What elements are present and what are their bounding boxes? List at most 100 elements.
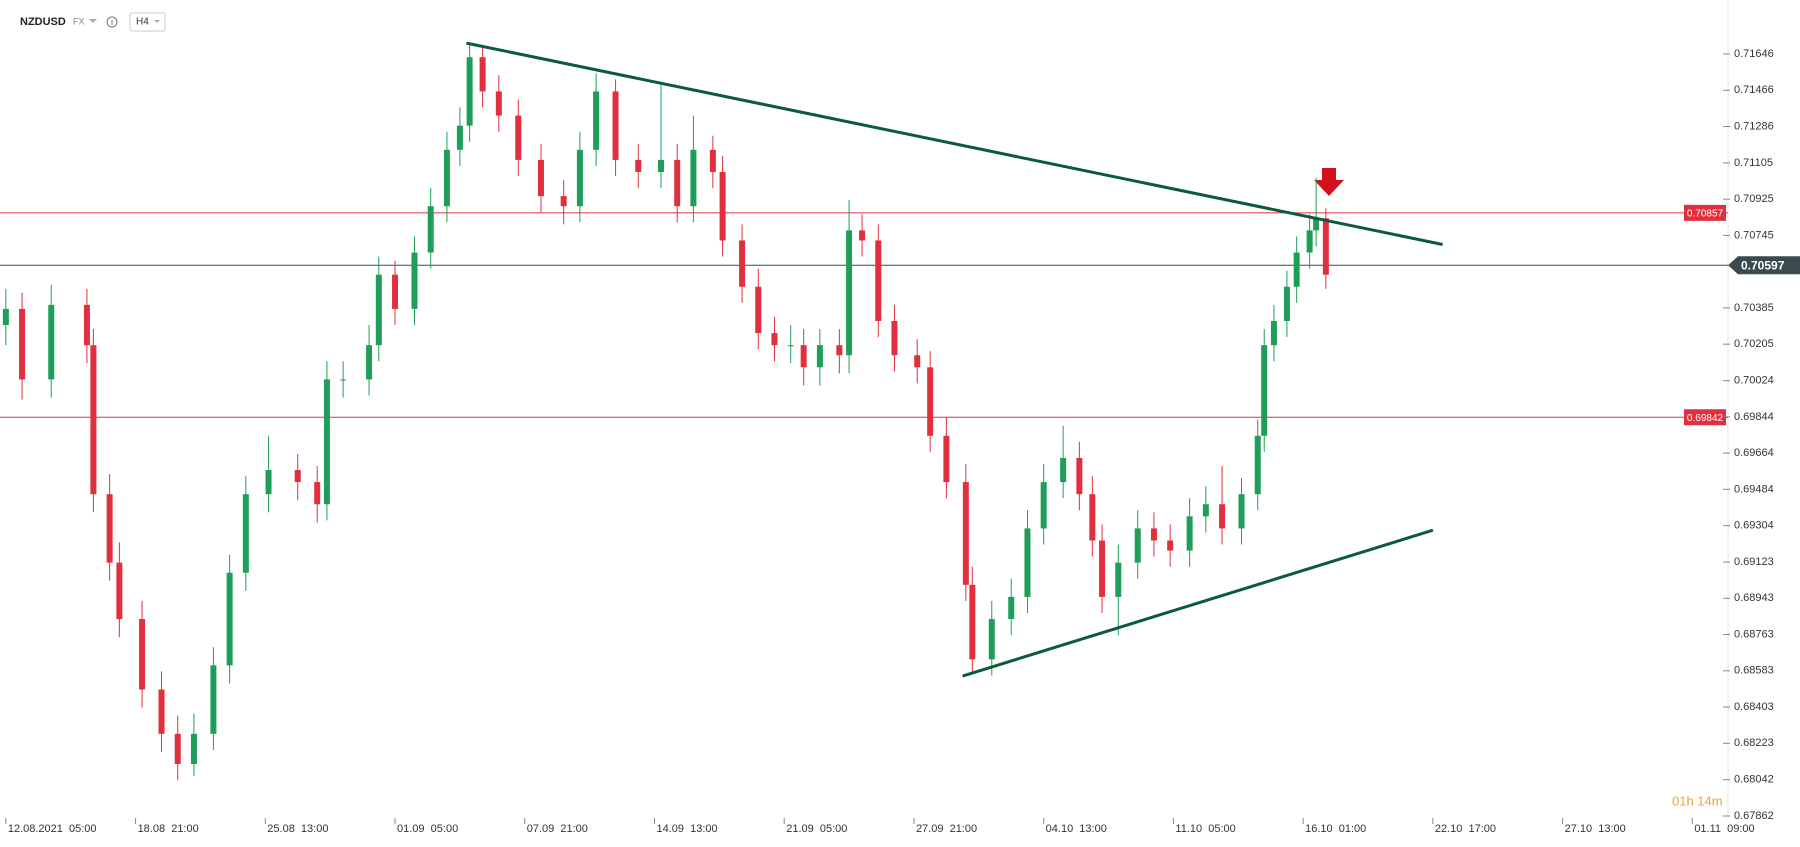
x-tick-label: 01.11 09:00 xyxy=(1694,823,1754,835)
y-tick-label: 0.71286 xyxy=(1734,120,1774,132)
candle-body xyxy=(1254,435,1261,495)
timeframe-button[interactable] xyxy=(129,12,166,32)
info-icon[interactable] xyxy=(106,16,118,28)
candle-body xyxy=(576,149,583,207)
candle-body xyxy=(1089,494,1096,541)
x-tick-label: 25.08 13:00 xyxy=(267,823,328,835)
candle-body xyxy=(242,494,249,573)
candle-body xyxy=(927,367,934,436)
candle-body xyxy=(226,572,233,666)
y-tick-label: 0.70024 xyxy=(1734,375,1774,387)
y-tick-label: 0.68763 xyxy=(1734,628,1774,640)
candle-body xyxy=(537,159,544,197)
candle-body xyxy=(1313,218,1320,231)
candle-body xyxy=(593,91,600,150)
candle-body xyxy=(427,206,434,253)
candle-timer: 01h 14m xyxy=(1672,793,1723,808)
candle-body xyxy=(787,345,794,347)
trendline xyxy=(962,528,1434,678)
y-tick-label: 0.71466 xyxy=(1734,84,1774,96)
candle-body xyxy=(466,57,473,126)
candle-body xyxy=(719,171,726,241)
y-tick-label: 0.69304 xyxy=(1734,520,1774,532)
candle-body xyxy=(1219,504,1226,529)
candle-body xyxy=(495,91,502,116)
x-tick-label: 01.09 05:00 xyxy=(397,823,458,835)
y-tick-label: 0.68042 xyxy=(1734,774,1774,786)
candle-body xyxy=(1293,252,1300,287)
candle-body xyxy=(139,619,146,690)
x-tick-label: 04.10 13:00 xyxy=(1046,823,1107,835)
candle-body xyxy=(969,584,976,660)
y-tick-label: 0.70205 xyxy=(1734,338,1774,350)
candle-body xyxy=(1115,562,1122,597)
market: FX xyxy=(73,16,85,26)
x-tick-label: 14.09 13:00 xyxy=(656,823,717,835)
candle-body xyxy=(158,689,165,734)
candle-body xyxy=(1270,320,1277,346)
candle-body xyxy=(1099,540,1106,597)
candle-body xyxy=(1261,345,1268,436)
candle-body xyxy=(106,494,113,563)
candle-body xyxy=(340,379,347,381)
candle-body xyxy=(771,333,778,346)
y-tick-label: 0.67862 xyxy=(1734,810,1774,822)
candle-body xyxy=(709,149,716,172)
candle-body xyxy=(988,619,995,660)
current-price-label: 0.70597 xyxy=(1741,258,1785,272)
candle-body xyxy=(1024,528,1031,597)
candle-body xyxy=(411,252,418,309)
candle-body xyxy=(210,665,217,734)
candle-body xyxy=(375,274,382,346)
candle-body xyxy=(515,115,522,160)
candle-body xyxy=(914,355,921,368)
candle-body xyxy=(265,470,272,495)
level-label: 0.69842 xyxy=(1687,413,1724,424)
timeframe: H4 xyxy=(136,17,149,28)
candle-body xyxy=(19,308,26,380)
candle-body xyxy=(859,230,866,241)
y-tick-label: 0.69123 xyxy=(1734,556,1774,568)
candle-body xyxy=(846,230,853,356)
candle-body xyxy=(1134,528,1141,563)
current-price-box xyxy=(1728,256,1800,275)
candle-body xyxy=(800,345,807,368)
candle-body xyxy=(962,482,969,585)
candle-body xyxy=(366,345,373,380)
y-tick-label: 0.68583 xyxy=(1734,665,1774,677)
x-tick-label: 16.10 01:00 xyxy=(1305,823,1366,835)
candle-body xyxy=(657,159,664,172)
sell-arrow xyxy=(1314,168,1344,196)
candle-body xyxy=(392,274,399,309)
candle-body xyxy=(1076,457,1083,495)
candle-body xyxy=(456,125,463,150)
candle-body xyxy=(1202,504,1209,517)
candle-body xyxy=(1060,457,1067,483)
symbol[interactable]: NZDUSD xyxy=(20,16,66,28)
x-tick-label: 12.08.2021 05:00 xyxy=(8,823,97,835)
x-tick-label: 27.09 21:00 xyxy=(916,823,977,835)
market-dropdown[interactable] xyxy=(89,19,97,23)
candle-body xyxy=(294,470,301,483)
candle-body xyxy=(836,345,843,356)
trendline xyxy=(466,41,1443,246)
candle-body xyxy=(48,304,55,380)
candle-body xyxy=(174,733,181,765)
candle-body xyxy=(314,482,321,505)
candle-body xyxy=(635,159,642,172)
candle-body xyxy=(1186,516,1193,551)
candle-body xyxy=(1008,596,1015,620)
candle-body xyxy=(755,286,762,334)
candle-body xyxy=(739,240,746,287)
candle-body xyxy=(323,379,330,505)
candle-body xyxy=(690,149,697,207)
candle-body xyxy=(943,435,950,483)
candle-body xyxy=(83,304,90,346)
candle-body xyxy=(190,733,197,765)
y-tick-label: 0.69664 xyxy=(1734,447,1774,459)
candle-body xyxy=(1322,218,1329,275)
candle-body xyxy=(816,345,823,368)
candle-body xyxy=(2,308,9,326)
candle-body xyxy=(479,57,486,92)
